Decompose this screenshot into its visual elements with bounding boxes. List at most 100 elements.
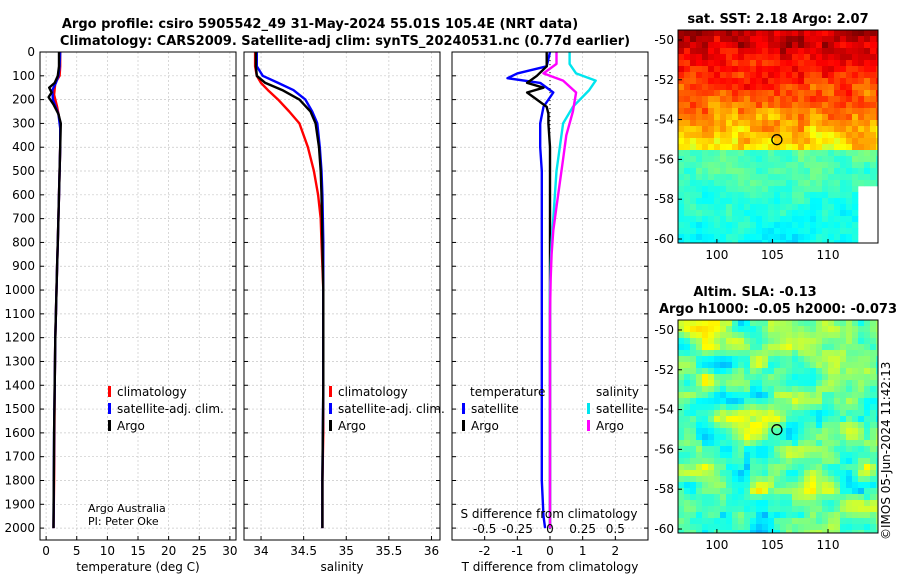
heatmap-cell [798, 458, 805, 465]
heatmap-cell [720, 386, 727, 393]
heatmap-cell [696, 452, 703, 459]
heatmap-cell [714, 204, 721, 211]
heatmap-cell [762, 156, 769, 163]
heatmap-cell [828, 30, 835, 37]
heatmap-cell [690, 186, 697, 193]
x-tick-label: 35.5 [376, 544, 403, 558]
heatmap-cell [732, 78, 739, 85]
heatmap-cell [726, 126, 733, 133]
heatmap-cell [762, 392, 769, 399]
heatmap-cell [780, 428, 787, 435]
heatmap-cell [726, 78, 733, 85]
heatmap-cell [702, 210, 709, 217]
heatmap-cell [720, 126, 727, 133]
axes-frame [243, 51, 441, 541]
heatmap-cell [858, 470, 865, 477]
heatmap-cell [810, 54, 817, 61]
heatmap-cell [804, 240, 811, 244]
heatmap-cell [810, 180, 817, 187]
heatmap-cell [756, 162, 763, 169]
heatmap-cell [876, 78, 879, 85]
heatmap-cell [690, 156, 697, 163]
heatmap-cell [798, 78, 805, 85]
heatmap-cell [750, 482, 757, 489]
heatmap-cell [804, 386, 811, 393]
heatmap-cell [714, 120, 721, 127]
heatmap-cell [852, 90, 859, 97]
heatmap-cell [744, 482, 751, 489]
heatmap-cell [786, 150, 793, 157]
heatmap-cell [732, 144, 739, 151]
heatmap-cell [846, 66, 853, 73]
heatmap-cell [708, 66, 715, 73]
heatmap-cell [774, 138, 781, 145]
heatmap-cell [744, 174, 751, 181]
heatmap-cell [678, 326, 685, 333]
heatmap-cell [702, 204, 709, 211]
heatmap-cell [732, 500, 739, 507]
heatmap-cell [870, 320, 877, 327]
heatmap-cell [816, 222, 823, 229]
heatmap-cell [780, 512, 787, 519]
heatmap-cell [870, 180, 877, 187]
heatmap-cell [750, 240, 757, 244]
heatmap-cell [876, 138, 879, 145]
heatmap-cell [690, 138, 697, 145]
heatmap-cell [702, 36, 709, 43]
heatmap-cell [714, 210, 721, 217]
heatmap-cell [750, 78, 757, 85]
heatmap-cell [834, 398, 841, 405]
heatmap-cell [804, 488, 811, 495]
heatmap-cell [696, 326, 703, 333]
heatmap-cell [750, 156, 757, 163]
heatmap-cell [810, 398, 817, 405]
heatmap-cell [804, 458, 811, 465]
heatmap-cell [840, 66, 847, 73]
heatmap-cell [762, 338, 769, 345]
heatmap-cell [780, 72, 787, 79]
heatmap-cell [720, 428, 727, 435]
heatmap-cell [804, 500, 811, 507]
heatmap-cell [864, 126, 871, 133]
heatmap-cell [864, 96, 871, 103]
heatmap-cell [690, 338, 697, 345]
heatmap-cell [840, 108, 847, 115]
heatmap-cell [684, 126, 691, 133]
heatmap-cell [684, 144, 691, 151]
heatmap-cell [792, 240, 799, 244]
y-tick-label: 0 [27, 45, 35, 59]
heatmap-cell [750, 344, 757, 351]
heatmap-cell [756, 470, 763, 477]
heatmap-cell [708, 458, 715, 465]
heatmap-cell [816, 228, 823, 235]
heatmap-cell [714, 344, 721, 351]
heatmap-cell [834, 114, 841, 121]
heatmap-cell [690, 198, 697, 205]
heatmap-cell [876, 410, 879, 417]
heatmap-cell [816, 174, 823, 181]
heatmap-cell [840, 512, 847, 519]
heatmap-cell [738, 120, 745, 127]
heatmap-cell [684, 506, 691, 513]
heatmap-cell [798, 410, 805, 417]
heatmap-cell [828, 60, 835, 67]
heatmap-cell [810, 66, 817, 73]
heatmap-cell [714, 108, 721, 115]
heatmap-cell [780, 48, 787, 55]
heatmap-cell [834, 362, 841, 369]
heatmap-cell [798, 512, 805, 519]
heatmap-cell [864, 410, 871, 417]
heatmap-cell [834, 488, 841, 495]
heatmap-cell [798, 132, 805, 139]
heatmap-cell [738, 386, 745, 393]
heatmap-cell [792, 350, 799, 357]
heatmap-cell [846, 228, 853, 235]
heatmap-cell [870, 344, 877, 351]
heatmap-cell [840, 174, 847, 181]
heatmap-cell [816, 476, 823, 483]
heatmap-cell [834, 54, 841, 61]
heatmap-cell [852, 228, 859, 235]
heatmap-cell [678, 120, 685, 127]
heatmap-cell [864, 108, 871, 115]
heatmap-cell [768, 326, 775, 333]
